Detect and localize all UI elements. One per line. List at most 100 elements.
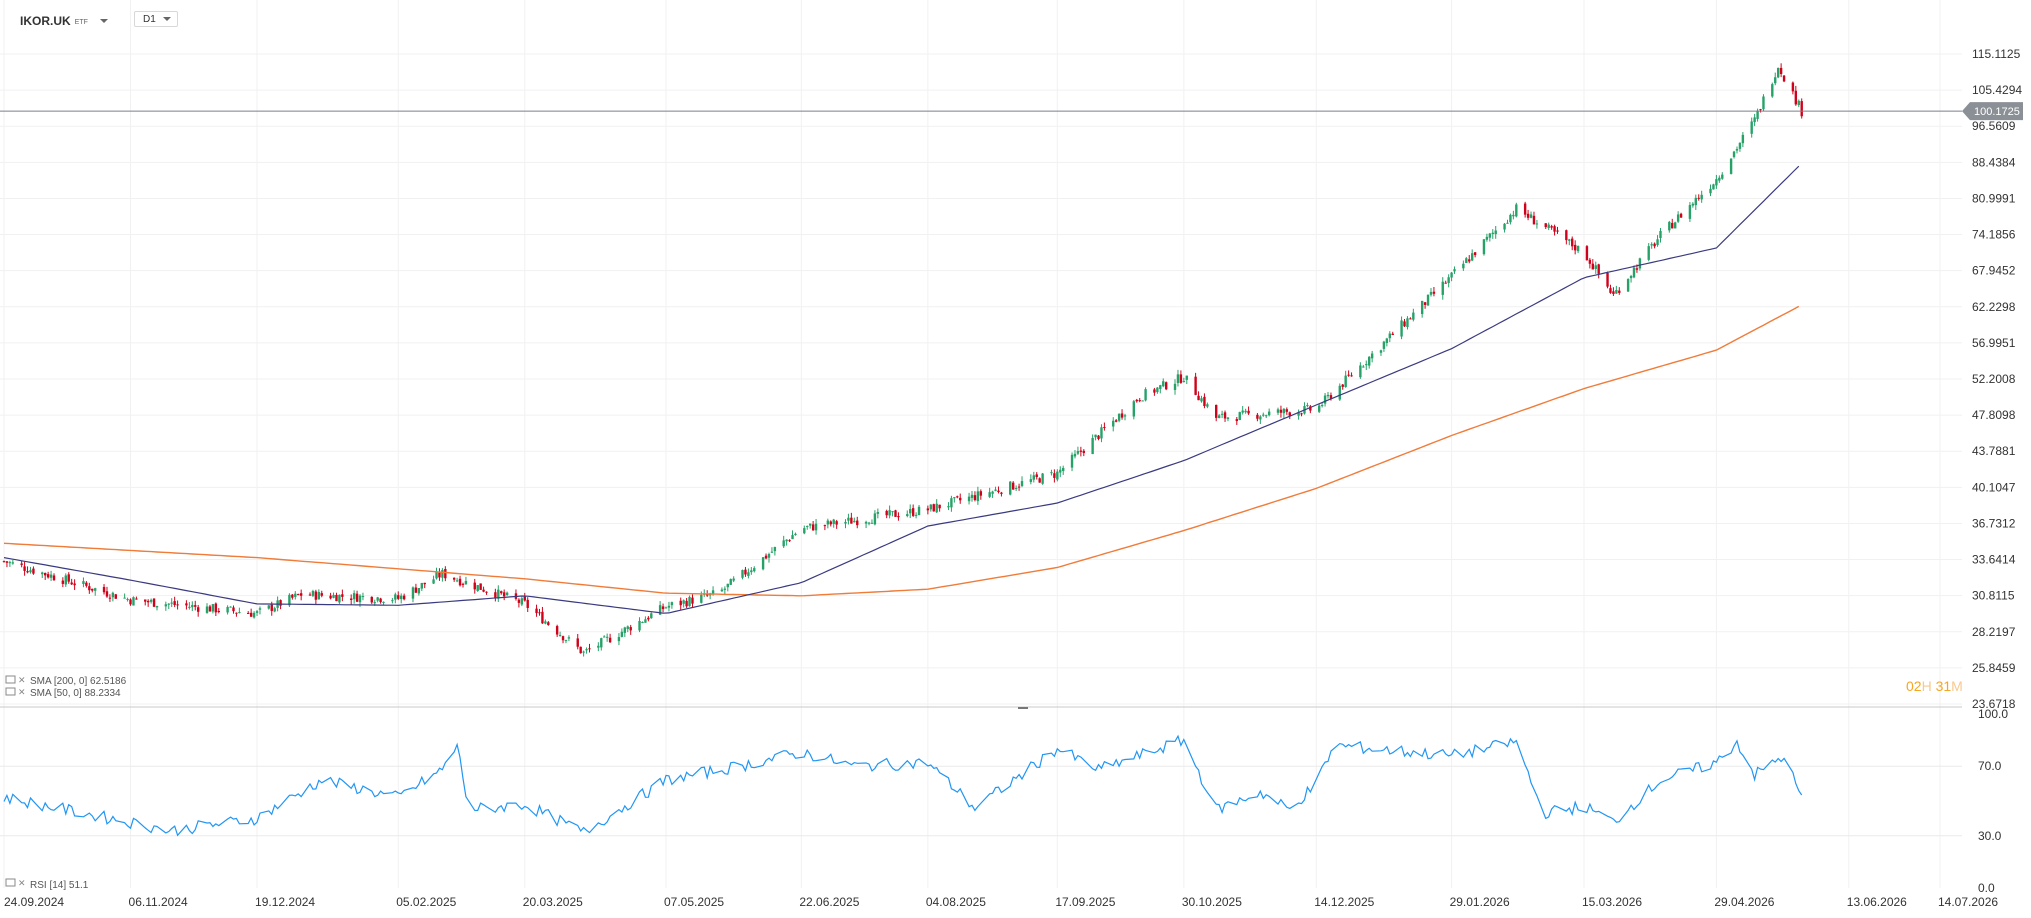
candle xyxy=(1797,99,1800,108)
candle xyxy=(417,587,421,596)
candle-body xyxy=(744,569,747,575)
candle-body xyxy=(1035,474,1038,477)
candle-body xyxy=(1059,469,1062,473)
candle-body xyxy=(1347,374,1350,376)
legend-sma200-list-icon[interactable] xyxy=(5,675,16,684)
candle-body xyxy=(1032,475,1035,480)
candle xyxy=(605,633,609,642)
candle-body xyxy=(1341,384,1344,387)
candle xyxy=(691,594,694,608)
candle xyxy=(1215,404,1218,422)
legend-sma50[interactable]: ✕ SMA [50, 0] 88.2334 xyxy=(5,687,121,699)
candle-body xyxy=(461,583,465,585)
candle-body xyxy=(194,605,197,607)
legend-sma200-text: SMA [200, 0] 62.5186 xyxy=(30,676,127,687)
candle xyxy=(1370,350,1374,363)
candle xyxy=(352,590,356,604)
candle-body xyxy=(661,606,665,610)
candle xyxy=(1164,381,1168,391)
candle-body xyxy=(1515,204,1518,217)
candle-body xyxy=(1053,473,1056,478)
candle-body xyxy=(741,570,744,578)
candle xyxy=(1388,331,1391,343)
candle xyxy=(314,589,318,605)
candle-body xyxy=(11,562,15,564)
candle xyxy=(538,608,541,616)
candle-body xyxy=(729,579,732,585)
candle-body xyxy=(1550,226,1553,228)
candle-body xyxy=(650,613,653,619)
candle-body xyxy=(979,491,983,496)
legend-sma200-close-icon[interactable]: ✕ xyxy=(18,675,26,685)
candle-body xyxy=(211,604,215,612)
candle xyxy=(252,611,256,619)
candle xyxy=(329,592,332,600)
candle-body xyxy=(603,636,606,638)
candle xyxy=(332,592,335,599)
candle-body xyxy=(520,598,524,605)
candle xyxy=(1347,370,1350,377)
candle-body xyxy=(1247,410,1250,414)
candle-body xyxy=(808,523,812,526)
legend-sma50-list-icon[interactable] xyxy=(5,687,16,696)
candle xyxy=(1156,387,1159,394)
candle xyxy=(1082,449,1086,457)
candle-body xyxy=(329,595,332,599)
candle xyxy=(2,560,6,563)
candle-body xyxy=(1573,244,1577,251)
price-tick-label: 105.4294 xyxy=(1972,83,2022,97)
candle xyxy=(1535,219,1539,229)
candle-body xyxy=(1279,409,1283,413)
symbol-label[interactable]: IKOR.UK xyxy=(20,14,71,28)
candle xyxy=(1323,393,1327,407)
candle-body xyxy=(832,519,835,524)
candle xyxy=(935,499,938,513)
legend-rsi-list-icon[interactable] xyxy=(5,878,16,887)
chevron-down-icon[interactable] xyxy=(163,17,171,21)
candle xyxy=(629,624,632,635)
candle-body xyxy=(2,561,6,563)
candle-body xyxy=(976,491,980,502)
candle-body xyxy=(1320,405,1324,407)
candle xyxy=(464,576,468,585)
candle xyxy=(497,585,500,602)
candle xyxy=(29,566,32,574)
candle-body xyxy=(5,561,9,563)
candle-body xyxy=(1368,356,1371,366)
candle-body xyxy=(1262,414,1265,416)
current-price-tag-bg xyxy=(1962,102,2023,121)
candle-body xyxy=(1594,265,1597,269)
price-tick-label: 23.6718 xyxy=(1972,697,2016,711)
candle-body xyxy=(1094,434,1097,438)
candle xyxy=(132,596,135,606)
candle xyxy=(541,606,544,624)
legend-sma200[interactable]: ✕ SMA [200, 0] 62.5186 xyxy=(5,675,127,687)
symbol-dropdown-icon[interactable] xyxy=(99,19,108,23)
candle-body xyxy=(217,611,220,613)
candle xyxy=(52,573,56,581)
candle-body xyxy=(102,586,106,593)
candle-body xyxy=(1509,214,1512,223)
candle xyxy=(1103,422,1106,431)
candle-body xyxy=(494,592,497,598)
candle-body xyxy=(214,603,218,613)
legend-rsi[interactable]: ✕ RSI [14] 51.1 xyxy=(5,878,89,891)
legend-rsi-close-icon[interactable]: ✕ xyxy=(18,878,26,888)
candle xyxy=(973,491,977,502)
candle-body xyxy=(402,595,406,600)
candle xyxy=(1194,372,1197,396)
candle-body xyxy=(1426,294,1430,306)
candle xyxy=(1750,117,1753,138)
price-tick-label: 52.2008 xyxy=(1972,372,2016,386)
candle-body xyxy=(132,597,135,606)
candle xyxy=(299,589,303,601)
candle xyxy=(20,560,23,568)
candle-body xyxy=(1014,488,1018,490)
legend-sma50-close-icon[interactable]: ✕ xyxy=(18,687,26,697)
candle-body xyxy=(144,599,147,602)
timeframe-select[interactable]: D1 xyxy=(134,11,178,27)
candle xyxy=(1309,404,1312,414)
candle xyxy=(970,490,974,502)
instrument-type-label: ETF xyxy=(74,18,88,26)
